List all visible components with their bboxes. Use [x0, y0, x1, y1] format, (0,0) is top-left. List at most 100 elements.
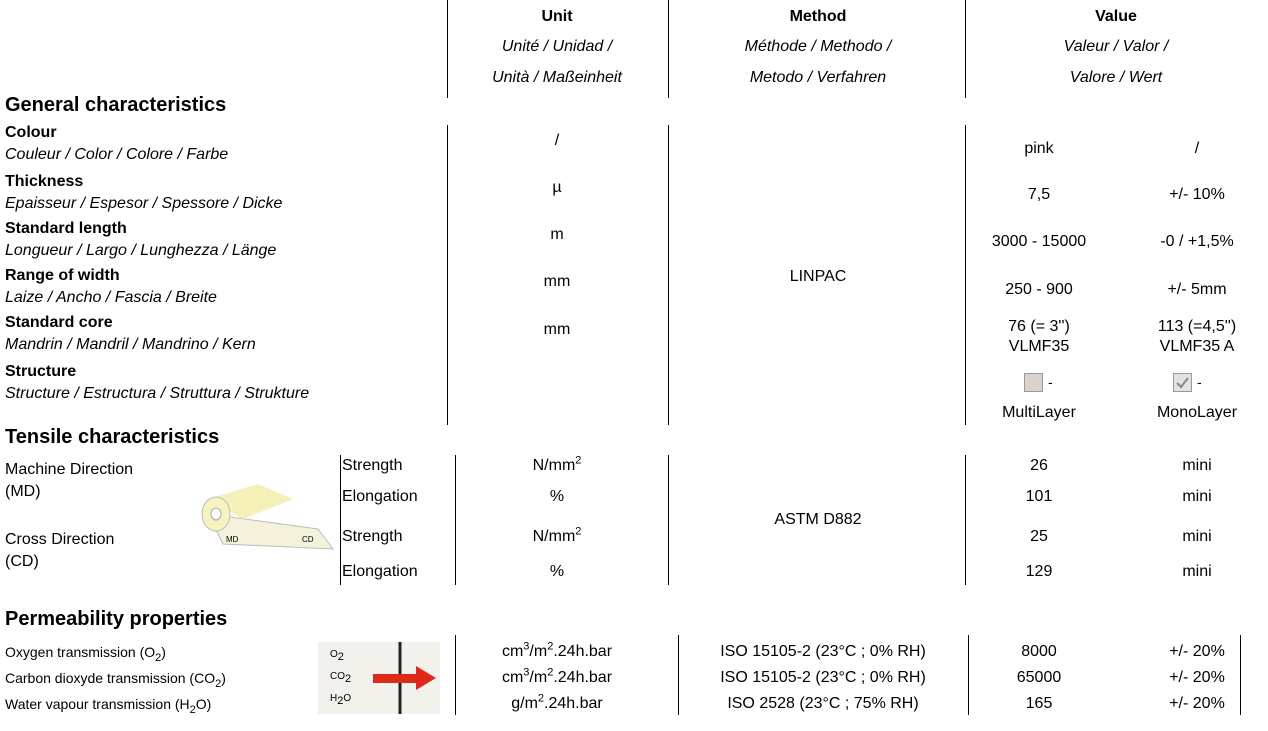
row-label: Standard length: [5, 220, 127, 237]
value: 76 (= 3''): [1008, 318, 1070, 335]
unit-part: cm: [501, 643, 524, 660]
image-label: CD: [302, 535, 314, 544]
row-translations: Mandrin / Mandril / Mandrino / Kern: [5, 336, 256, 353]
row-label-part: 2: [155, 651, 162, 664]
column-rule: [965, 455, 966, 585]
unit: N/mm2: [533, 454, 582, 475]
image-label-part: CO: [330, 671, 345, 682]
value: 165: [1025, 695, 1053, 712]
column-subtitle: Méthode / Methodo /: [744, 38, 892, 55]
row-translations: Laize / Ancho / Fascia / Breite: [5, 289, 217, 306]
column-subtitle: Valeur / Valor /: [1063, 38, 1169, 55]
unit: µ: [552, 179, 562, 196]
column-rule: [968, 635, 969, 715]
unit: %: [550, 563, 564, 581]
option-label: MultiLayer: [1002, 404, 1076, 421]
row-label: Carbon dioxyde transmission (CO2): [5, 669, 226, 690]
section-title: Permeability properties: [5, 608, 228, 630]
arrow: [373, 642, 436, 714]
section-title: Tensile characteristics: [5, 426, 220, 448]
tolerance: -0 / +1,5%: [1160, 233, 1234, 250]
row-label: Range of width: [5, 267, 120, 284]
image-label-part: 2: [345, 673, 352, 685]
unit-part: 3: [523, 640, 530, 653]
unit-part: /m: [529, 643, 548, 660]
direction-label: Cross Direction: [5, 531, 115, 548]
limit: mini: [1182, 457, 1212, 474]
unit-part: .24h.bar: [553, 669, 613, 686]
column-subtitle: Unità / Maßeinheit: [492, 69, 622, 86]
tolerance: +/- 20%: [1169, 669, 1225, 686]
direction-label: (MD): [5, 483, 41, 500]
limit: mini: [1182, 563, 1212, 580]
unit: N/mm2: [533, 525, 582, 546]
row-translations: Longueur / Largo / Lunghezza / Länge: [5, 242, 277, 259]
method: LINPAC: [789, 268, 847, 285]
value: VLMF35: [1008, 338, 1070, 355]
tolerance: VLMF35 A: [1159, 338, 1235, 355]
column-rule: [668, 125, 669, 425]
row-label: Thickness: [5, 173, 84, 190]
column-rule: [455, 635, 456, 715]
column-rule: [965, 0, 966, 98]
column-subtitle: Metodo / Verfahren: [749, 69, 887, 86]
column-rule: [668, 0, 669, 98]
value: 101: [1025, 488, 1053, 505]
property: Elongation: [342, 488, 418, 505]
option-mark: -: [1048, 374, 1053, 390]
limit: mini: [1182, 488, 1212, 505]
image-label-part: 2: [337, 651, 344, 663]
unit-part: .24h.bar: [544, 695, 603, 712]
unit: cm3/m2.24h.bar: [501, 666, 613, 687]
column-rule: [678, 635, 679, 715]
row-label-part: Water vapour transmission (H: [5, 696, 190, 712]
image-label: O2: [330, 646, 344, 664]
unit-part: cm: [501, 669, 524, 686]
method: ISO 15105-2 (23°C ; 0% RH): [720, 643, 926, 660]
option-label: MonoLayer: [1156, 404, 1238, 421]
value: 25: [1030, 528, 1048, 545]
unit-part: /m: [529, 669, 548, 686]
unit: mm: [543, 273, 571, 290]
value: 65000: [1016, 669, 1062, 686]
image-label-part: O: [330, 649, 338, 660]
unit-part: %: [549, 488, 565, 505]
image-label-part: H: [330, 693, 338, 704]
unit: %: [550, 488, 564, 506]
column-rule: [1240, 635, 1241, 715]
row-label-part: Carbon dioxyde transmission (CO: [5, 670, 216, 686]
property: Strength: [342, 457, 403, 474]
unit: /: [554, 132, 560, 149]
unit-part: 3: [523, 666, 530, 679]
value: pink: [1024, 140, 1054, 157]
image-label-part: O: [343, 693, 352, 704]
row-label-part: O): [195, 696, 212, 712]
property: Strength: [342, 528, 403, 545]
unit-part: 2: [575, 454, 582, 467]
column-rule: [447, 125, 448, 425]
unit-part: 2: [575, 525, 582, 538]
image-label: H2O: [330, 690, 351, 708]
checkbox-checked: [1173, 373, 1192, 392]
tolerance: /: [1194, 140, 1200, 157]
check-mark: [1176, 377, 1189, 389]
unit: g/m2.24h.bar: [511, 693, 603, 713]
tolerance: +/- 20%: [1169, 695, 1225, 712]
column-rule: [965, 125, 966, 425]
row-translations: Structure / Estructura / Struttura / Str…: [5, 385, 310, 402]
unit: cm3/m2.24h.bar: [501, 640, 612, 661]
row-label: Standard core: [5, 314, 113, 331]
column-subtitle: Valore / Wert: [1069, 69, 1163, 86]
row-label-part: 2: [215, 677, 222, 690]
unit-part: g/m: [511, 695, 538, 712]
unit: mm: [543, 321, 571, 338]
direction-label: (CD): [5, 553, 39, 570]
column-rule: [340, 455, 341, 585]
unit-part: 2: [547, 666, 554, 679]
image-label-part: 2: [337, 695, 344, 707]
column-rule: [455, 455, 456, 585]
row-translations: Couleur / Color / Colore / Farbe: [5, 146, 229, 163]
row-translations: Epaisseur / Espesor / Spessore / Dicke: [5, 195, 283, 212]
permeability-illustration: [318, 642, 440, 714]
